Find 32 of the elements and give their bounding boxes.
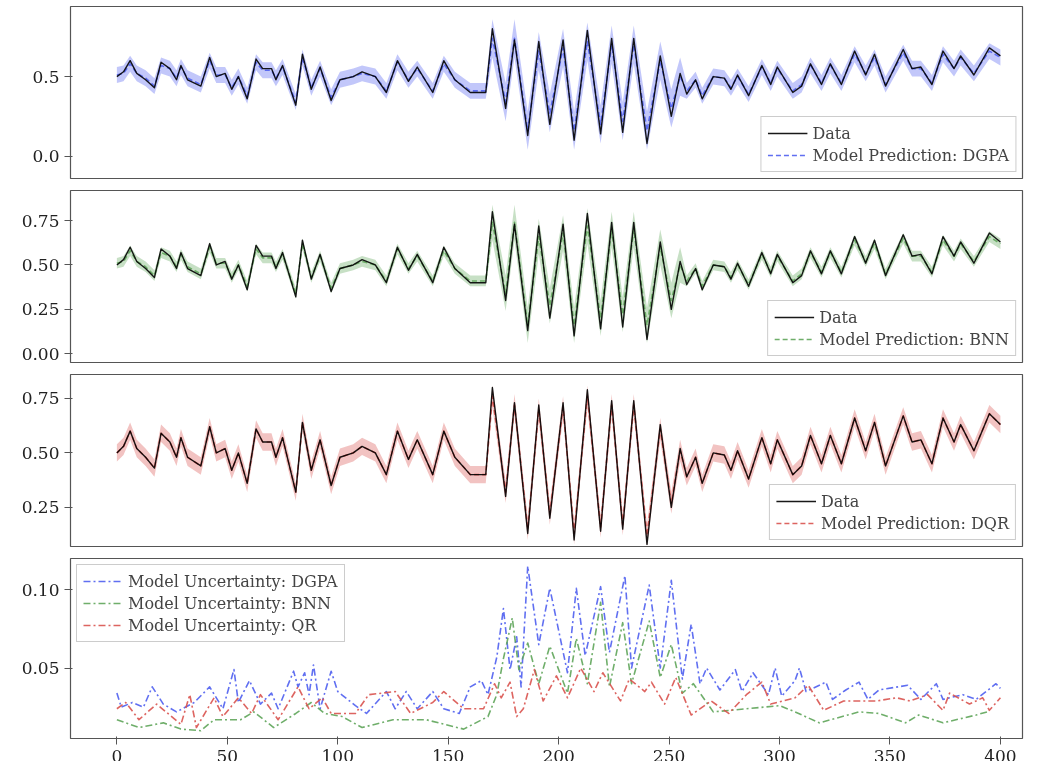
y-tick-label: 0.00 — [21, 343, 60, 364]
y-tick-label: 0.25 — [21, 299, 60, 320]
x-tick-label: 350 — [873, 745, 907, 761]
legend-label: Model Uncertainty: DGPA — [128, 571, 338, 591]
x-tick-label: 50 — [216, 745, 239, 761]
legend-label: Data — [820, 491, 860, 511]
y-tick-label: 0.50 — [21, 442, 60, 463]
legend-label: Model Prediction: DGPA — [812, 145, 1009, 165]
y-tick-label: 0.10 — [21, 579, 60, 600]
legend-label: Data — [819, 307, 858, 327]
x-tick-label: 150 — [431, 745, 465, 761]
y-tick-label: 0.0 — [32, 146, 60, 167]
y-tick-label: 0.50 — [21, 254, 60, 275]
x-tick-label: 300 — [763, 745, 796, 761]
x-tick-label: 200 — [542, 745, 575, 761]
line-series — [116, 667, 1002, 729]
line-series — [116, 221, 1002, 327]
legend-label: Model Prediction: BNN — [819, 329, 1009, 349]
x-tick-label: 0 — [111, 745, 123, 761]
line-series — [116, 565, 1002, 715]
y-tick-label: 0.75 — [21, 210, 60, 231]
y-tick-label: 0.75 — [21, 388, 60, 409]
legend-label: Model Uncertainty: BNN — [128, 593, 331, 613]
y-tick-label: 0.25 — [21, 497, 60, 518]
y-tick-label: 0.05 — [21, 658, 60, 679]
legend-label: Model Uncertainty: QR — [128, 615, 317, 635]
x-tick-label: 100 — [321, 745, 354, 761]
x-tick-label: 400 — [984, 745, 1017, 761]
legend-label: Model Prediction: DQR — [820, 513, 1009, 533]
legend-label: Data — [812, 123, 851, 143]
x-tick-label: 250 — [652, 745, 686, 761]
y-tick-label: 0.5 — [32, 66, 60, 87]
